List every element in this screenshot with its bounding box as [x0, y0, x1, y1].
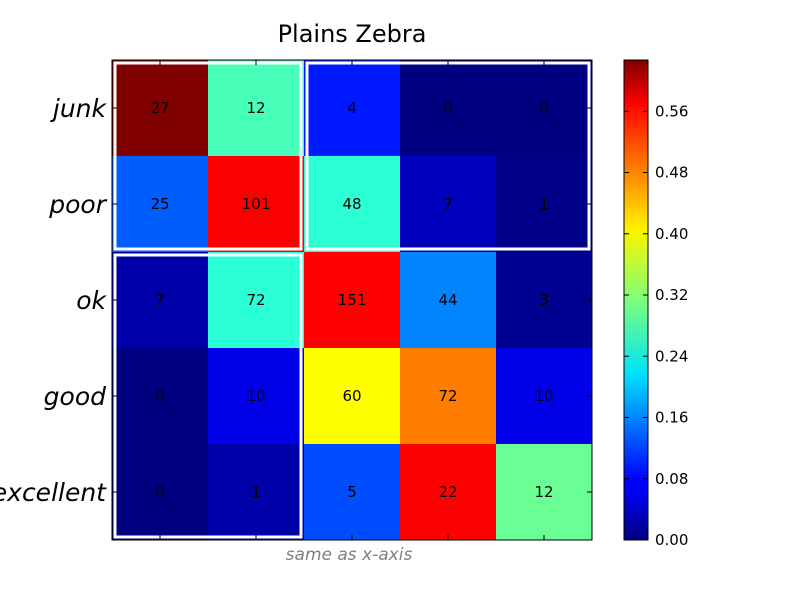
colorbar-tick-label: 0.56 — [655, 102, 688, 120]
cell-value-label: 7 — [155, 291, 165, 309]
cell-value-label: 12 — [534, 483, 553, 501]
cell-value-label: 44 — [438, 291, 457, 309]
highlight-box — [113, 61, 303, 251]
heatmap-cell — [208, 60, 305, 157]
heatmap-cell — [496, 444, 593, 541]
heatmap-cell — [400, 348, 497, 445]
heatmap-cell — [112, 252, 209, 349]
cell-value-label: 151 — [338, 291, 367, 309]
y-tick-label: poor — [48, 190, 107, 219]
cell-value-label: 12 — [246, 99, 265, 117]
y-tick-label: excellent — [0, 478, 107, 507]
colorbar-tick-label: 0.08 — [655, 470, 688, 488]
cell-value-label: 72 — [246, 291, 265, 309]
heatmap-cell — [400, 156, 497, 253]
cell-value-label: 27 — [150, 99, 169, 117]
heatmap-cell — [496, 60, 593, 157]
cell-value-label: 1 — [251, 483, 261, 501]
colorbar-tick-label: 0.48 — [655, 164, 688, 182]
cell-value-label: 3 — [539, 291, 549, 309]
heatmap-cell — [496, 252, 593, 349]
colorbar-ticks: 0.00 0.08 0.16 0.24 0.32 0.40 0.48 0.56 — [624, 102, 688, 549]
cell-value-label: 0 — [443, 99, 453, 117]
colorbar-tick-label: 0.16 — [655, 409, 688, 427]
heatmap-cell — [304, 156, 401, 253]
heatmap-cell — [304, 348, 401, 445]
heatmap-cell — [112, 60, 209, 157]
cell-value-label: 10 — [534, 387, 553, 405]
y-tick-label: ok — [76, 286, 107, 315]
heatmap-cell — [208, 156, 305, 253]
cell-value-label: 101 — [242, 195, 271, 213]
cell-value-label: 22 — [438, 483, 457, 501]
cell-value-label: 60 — [342, 387, 361, 405]
heatmap-cell — [208, 444, 305, 541]
y-tick-label: good — [44, 382, 106, 411]
heatmap-cell — [112, 156, 209, 253]
heatmap-cell — [304, 444, 401, 541]
x-axis-label: same as x-axis — [286, 545, 413, 565]
heatmap-cell — [208, 252, 305, 349]
heatmap-cell — [112, 444, 209, 541]
heatmap-cells: 27 12 4 0 0 25 101 48 7 1 7 72 151 44 3 0 10 60 72 10 0 1 5 22 1… — [112, 60, 593, 541]
cell-value-label: 5 — [347, 483, 357, 501]
heatmap-cell — [400, 252, 497, 349]
y-tick-labels: junk poor ok good excellent — [0, 94, 108, 507]
cell-value-label: 0 — [155, 483, 165, 501]
heatmap-cell — [496, 156, 593, 253]
heatmap-cell — [400, 444, 497, 541]
cell-value-label: 0 — [155, 387, 165, 405]
cell-value-label: 72 — [438, 387, 457, 405]
heatmap-cell — [496, 348, 593, 445]
colorbar-tick-label: 0.40 — [655, 225, 688, 243]
colorbar — [623, 59, 649, 541]
cell-value-label: 7 — [443, 195, 453, 213]
heatmap-cell — [208, 348, 305, 445]
heatmap-cell — [304, 252, 401, 349]
heatmap-cell — [112, 348, 209, 445]
cell-value-label: 48 — [342, 195, 361, 213]
chart-title: Plains Zebra — [278, 20, 427, 48]
cell-value-label: 1 — [539, 195, 549, 213]
colorbar-tick-label: 0.00 — [655, 531, 688, 549]
y-tick-label: junk — [50, 94, 108, 123]
colorbar-tick-label: 0.32 — [655, 286, 688, 304]
cell-value-label: 25 — [150, 195, 169, 213]
cell-value-label: 10 — [246, 387, 265, 405]
axis-ticks — [112, 60, 592, 540]
heatmap-cell — [304, 60, 401, 157]
cell-value-label: 4 — [347, 99, 357, 117]
heatmap-cell — [400, 60, 497, 157]
cell-value-label: 0 — [539, 99, 549, 117]
colorbar-tick-label: 0.24 — [655, 347, 688, 365]
